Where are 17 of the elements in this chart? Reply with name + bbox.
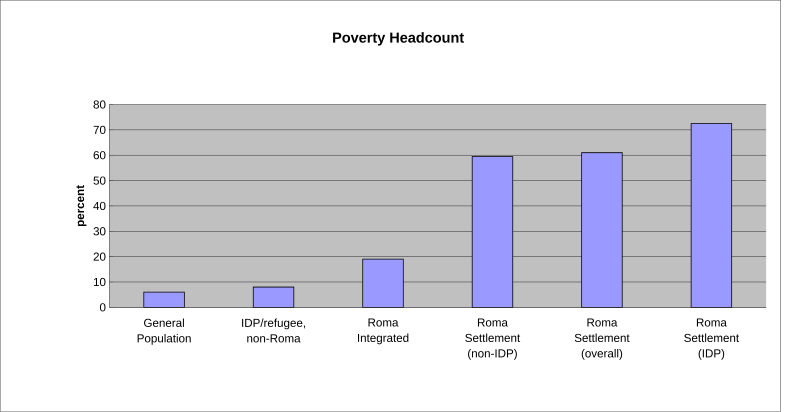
y-tick-label: 0 <box>100 303 106 312</box>
x-tick-label: Roma Settlement (overall) <box>574 318 630 360</box>
y-tick-label: 10 <box>94 278 106 286</box>
x-tick-label: IDP/refugee, non-Roma <box>242 318 306 343</box>
x-tick-label: Roma Settlement (non-IDP) <box>465 318 520 360</box>
chart-title: Poverty Headcount <box>333 32 464 46</box>
y-tick-label: 20 <box>94 252 106 261</box>
y-tick-label: 80 <box>94 100 106 109</box>
x-tick-label: General Population <box>138 318 191 345</box>
y-tick-label: 70 <box>94 126 106 134</box>
y-tick-label: 30 <box>93 227 106 236</box>
y-tick-label: 50 <box>94 176 106 185</box>
y-axis-title: percent <box>76 185 86 226</box>
x-tick-label: Roma Integrated <box>358 318 408 344</box>
y-tick-label: 60 <box>94 151 106 160</box>
x-tick-label: Roma Settlement (IDP) <box>684 318 740 360</box>
y-tick-label: 40 <box>93 202 106 210</box>
